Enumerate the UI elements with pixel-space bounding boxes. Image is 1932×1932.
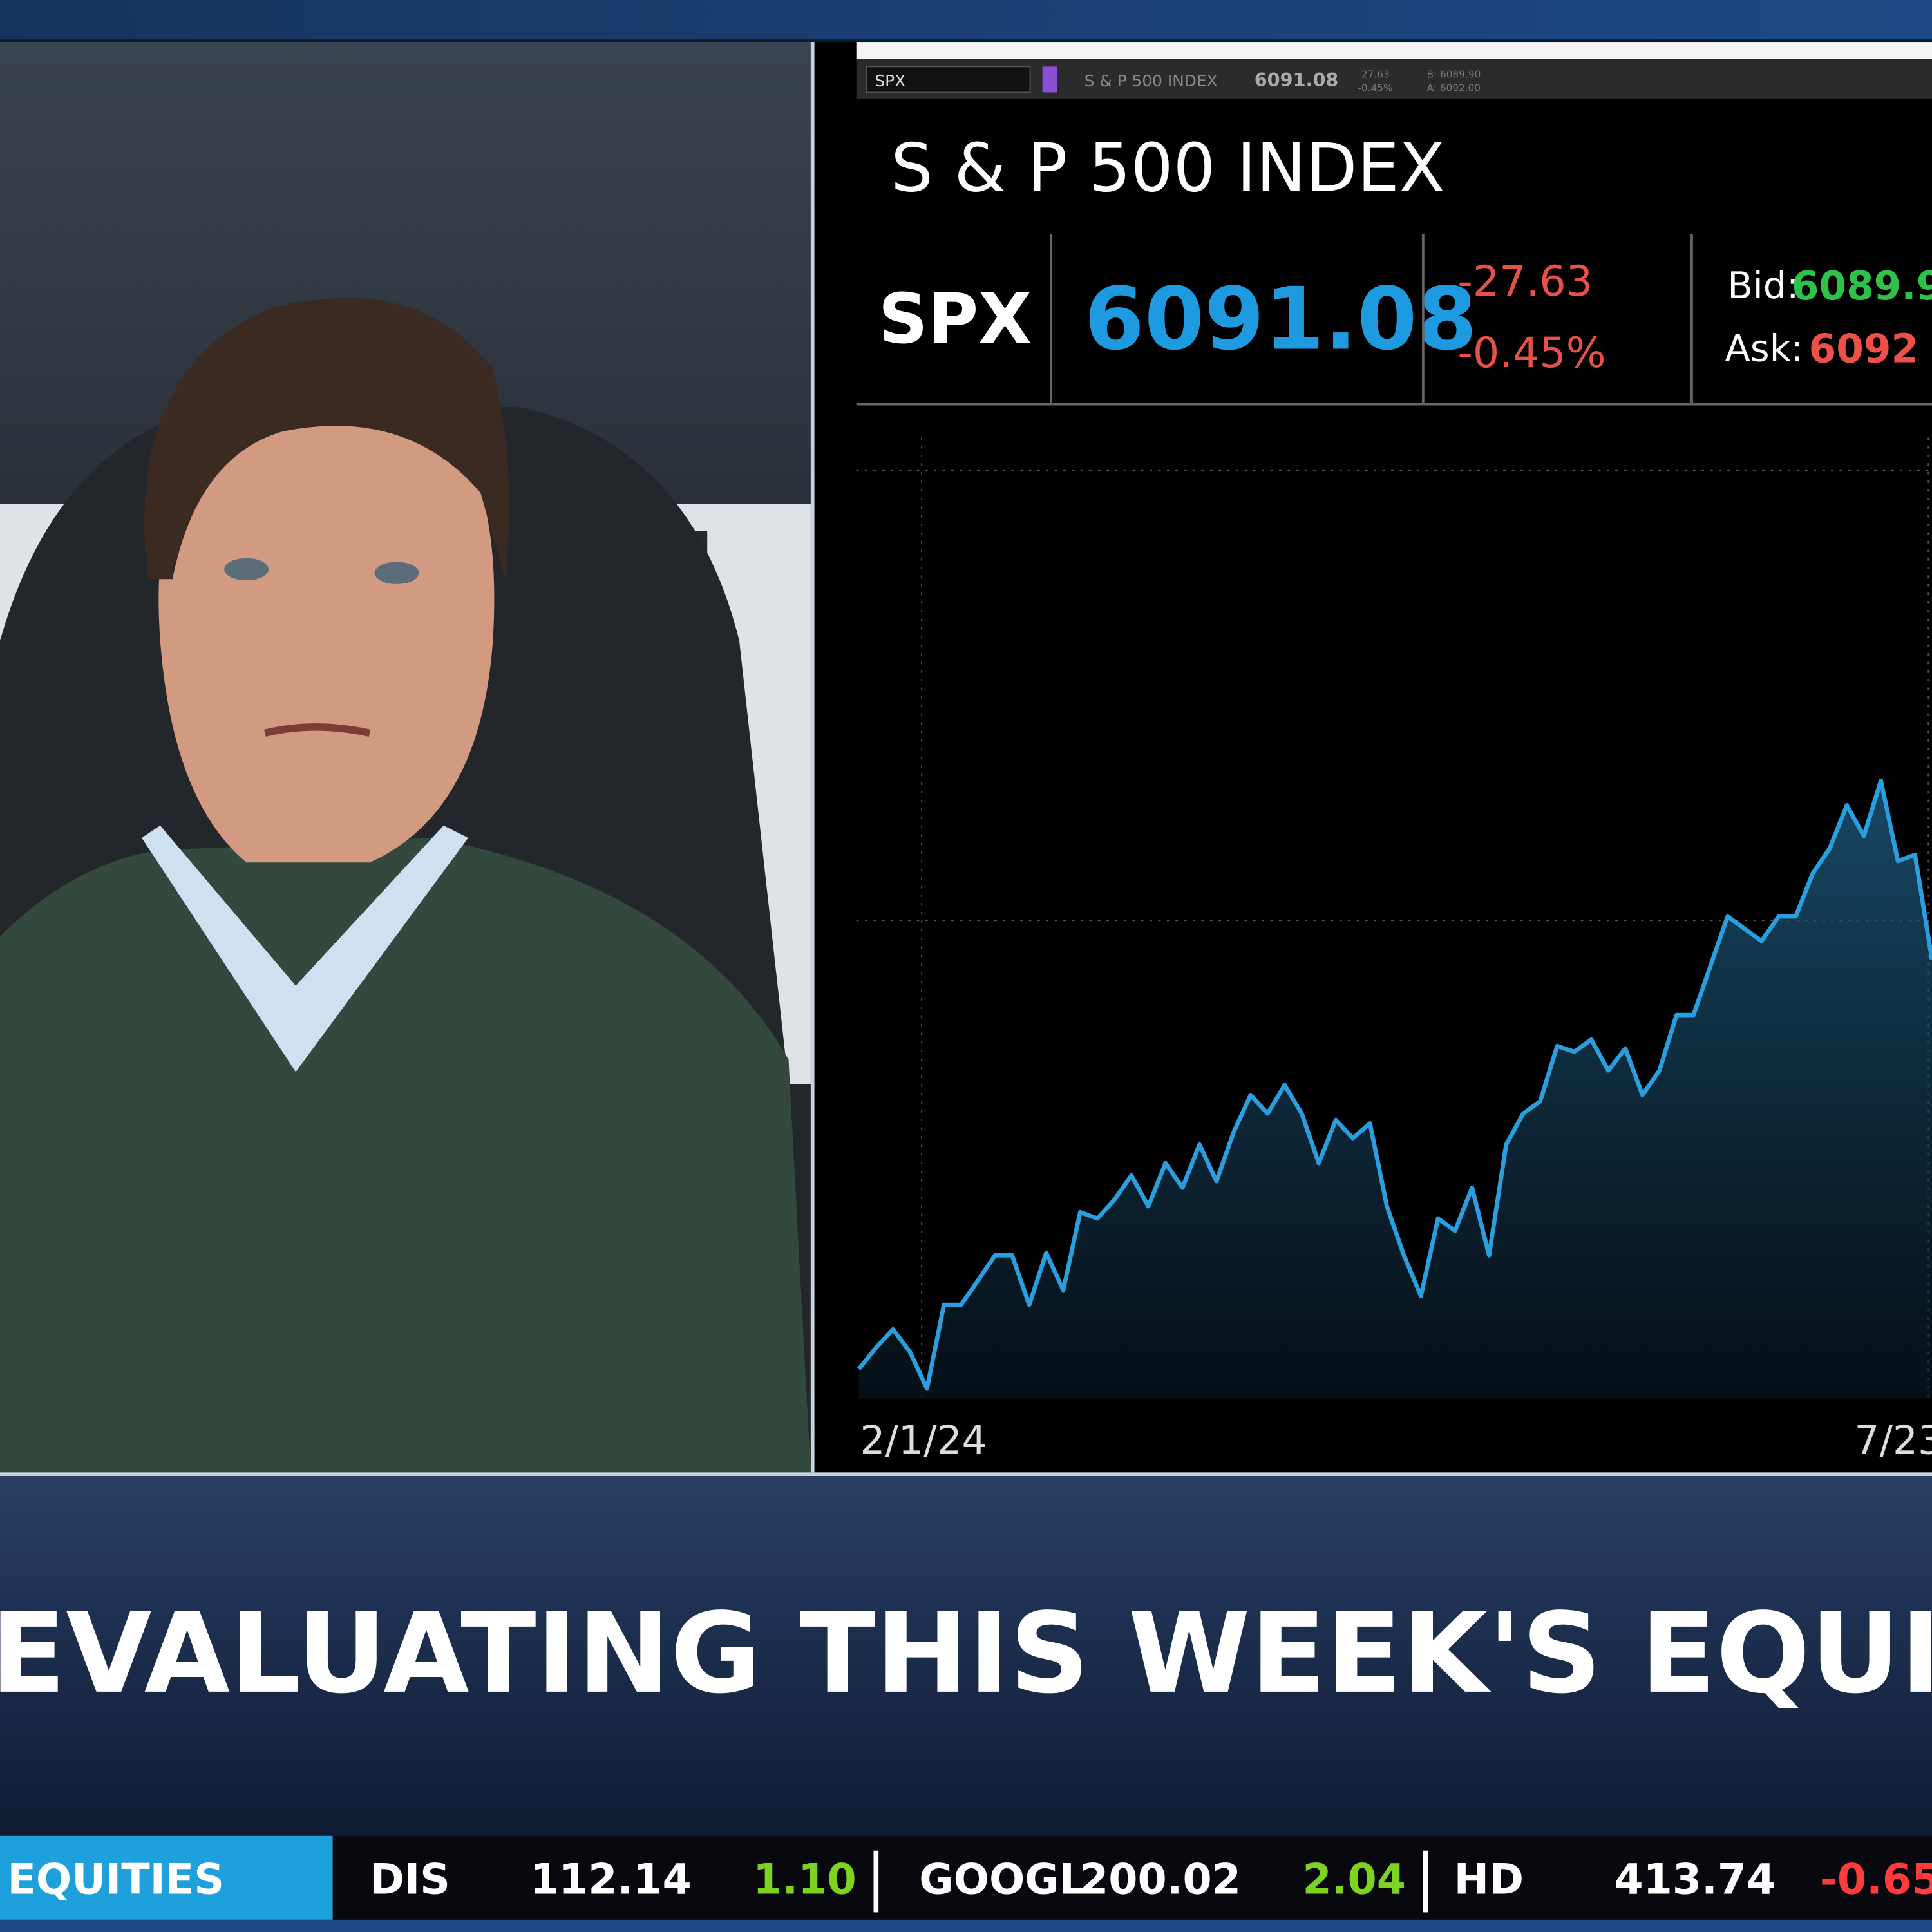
collar <box>142 825 469 1072</box>
ask-label: Ask: <box>1725 327 1804 370</box>
ticker-change: -0.65 <box>1820 1856 1932 1904</box>
quote-change-pct: -0.45% <box>1457 329 1605 377</box>
ticker-separator <box>873 1850 879 1913</box>
ticker-symbol: DIS <box>370 1856 450 1904</box>
link-button[interactable] <box>1042 66 1057 93</box>
panel-divider <box>810 42 815 1473</box>
toolbar-ask: A: 6092.00 <box>1427 82 1481 94</box>
ticker-symbol: HD <box>1454 1856 1524 1904</box>
ticker-price: 413.74 <box>1614 1856 1776 1904</box>
quote-last: 6091.08 <box>1084 269 1477 369</box>
toolbar-last: 6091.08 <box>1255 69 1339 91</box>
ticker-change: 1.10 <box>753 1856 857 1904</box>
ticker-separator <box>1423 1850 1428 1913</box>
toolbar-name: S & P 500 INDEX <box>1084 71 1218 90</box>
bid-value: 6089.9 <box>1792 263 1932 309</box>
price-line <box>857 778 1932 1391</box>
bid-label: Bid: <box>1727 264 1799 307</box>
video-feed <box>0 42 811 1473</box>
ticker-label-box <box>0 1835 333 1920</box>
window-titlebar <box>856 42 1932 59</box>
symbol-input[interactable] <box>866 66 1031 93</box>
x-tick-label: 7/23 <box>1854 1418 1932 1464</box>
quote-symbol: SPX <box>878 279 1032 359</box>
top-bar <box>0 0 1932 40</box>
eye <box>374 562 419 584</box>
ticker-label: EQUITIES <box>7 1856 224 1904</box>
hair <box>144 298 509 580</box>
toolbar-symbol: SPX <box>875 71 905 90</box>
headline: EVALUATING THIS WEEK'S EQUITY STR <box>0 1589 1932 1718</box>
toolbar-bid: B: 6089.90 <box>1427 69 1481 80</box>
price-area <box>858 781 1932 1399</box>
ticker-price: 112.14 <box>530 1856 692 1904</box>
headline-band <box>0 1476 1932 1836</box>
eye <box>224 558 269 581</box>
ask-value: 6092 <box>1809 326 1918 372</box>
toolbar-change: -27.63 <box>1358 69 1389 80</box>
ticker-price: 200.02 <box>1079 1856 1241 1904</box>
shirt <box>0 838 811 1473</box>
ticker-change: 2.04 <box>1303 1856 1406 1904</box>
quote-change: -27.63 <box>1457 258 1593 306</box>
toolbar <box>856 59 1932 99</box>
price-chart: 2/1/24 7/23 <box>856 437 1932 1464</box>
x-tick-label: 2/1/24 <box>860 1418 987 1464</box>
quote-title: S & P 500 INDEX <box>891 130 1444 207</box>
bottom-strip <box>0 1919 1932 1932</box>
face <box>158 394 495 863</box>
frame-border <box>0 1472 1932 1477</box>
ticker-symbol: GOOGL <box>919 1856 1086 1904</box>
mouth <box>263 723 371 737</box>
toolbar-change-pct: -0.45% <box>1358 82 1392 94</box>
